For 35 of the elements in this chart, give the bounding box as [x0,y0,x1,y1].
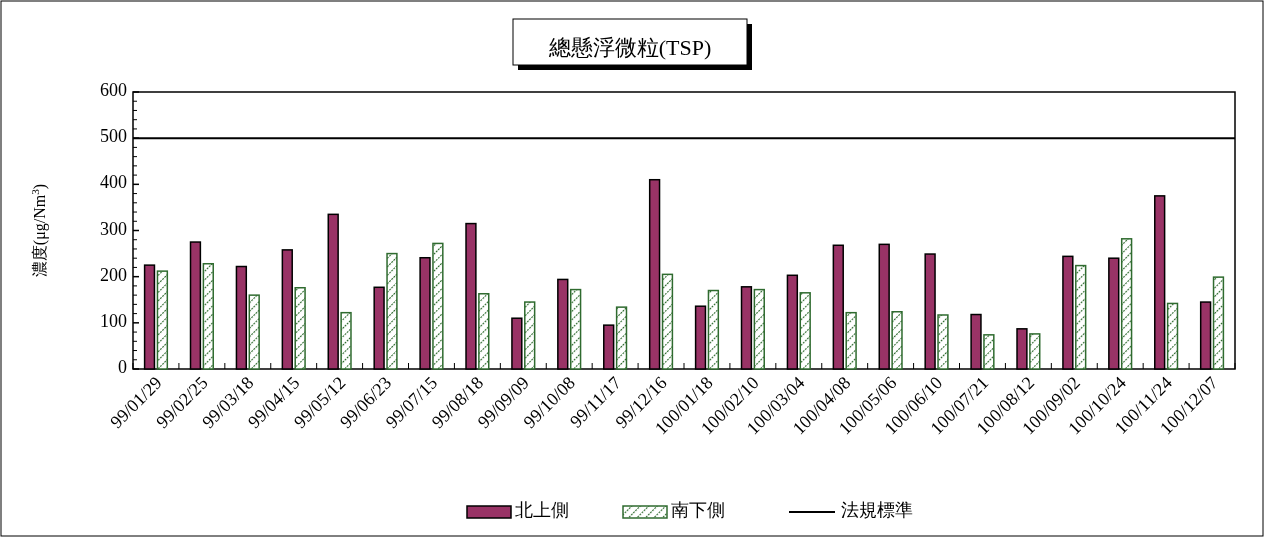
y-tick-label: 400 [100,172,127,193]
bar [983,334,995,370]
bar [432,242,444,370]
bar [294,287,306,370]
bar [524,301,536,370]
bar [1166,302,1179,370]
bar [615,306,628,370]
bar [1075,264,1087,370]
bar [156,270,169,370]
bar [891,311,903,370]
bar [478,293,490,370]
y-tick-label: 200 [100,264,127,285]
bar [202,262,214,370]
y-tick-label: 600 [100,80,127,101]
bar [753,288,765,370]
bar [661,273,674,370]
legend-label: 南下側 [671,500,725,521]
y-tick-label: 100 [100,310,127,331]
y-tick-label: 500 [100,126,127,147]
bar [569,288,582,370]
bar [248,294,260,370]
chart-title: 總懸浮微粒(TSP) [547,35,712,61]
bar [937,314,949,370]
bar [1120,238,1133,370]
bar [845,311,857,370]
legend-label: 北上側 [515,500,569,521]
y-tick-label: 0 [118,357,127,378]
bar [386,252,398,370]
bar [707,289,720,370]
bar [1212,276,1225,370]
bar [799,292,811,370]
y-tick-label: 300 [100,218,127,239]
legend-label: 法規標準 [841,500,913,521]
bar [1029,333,1041,370]
bar [340,311,352,370]
